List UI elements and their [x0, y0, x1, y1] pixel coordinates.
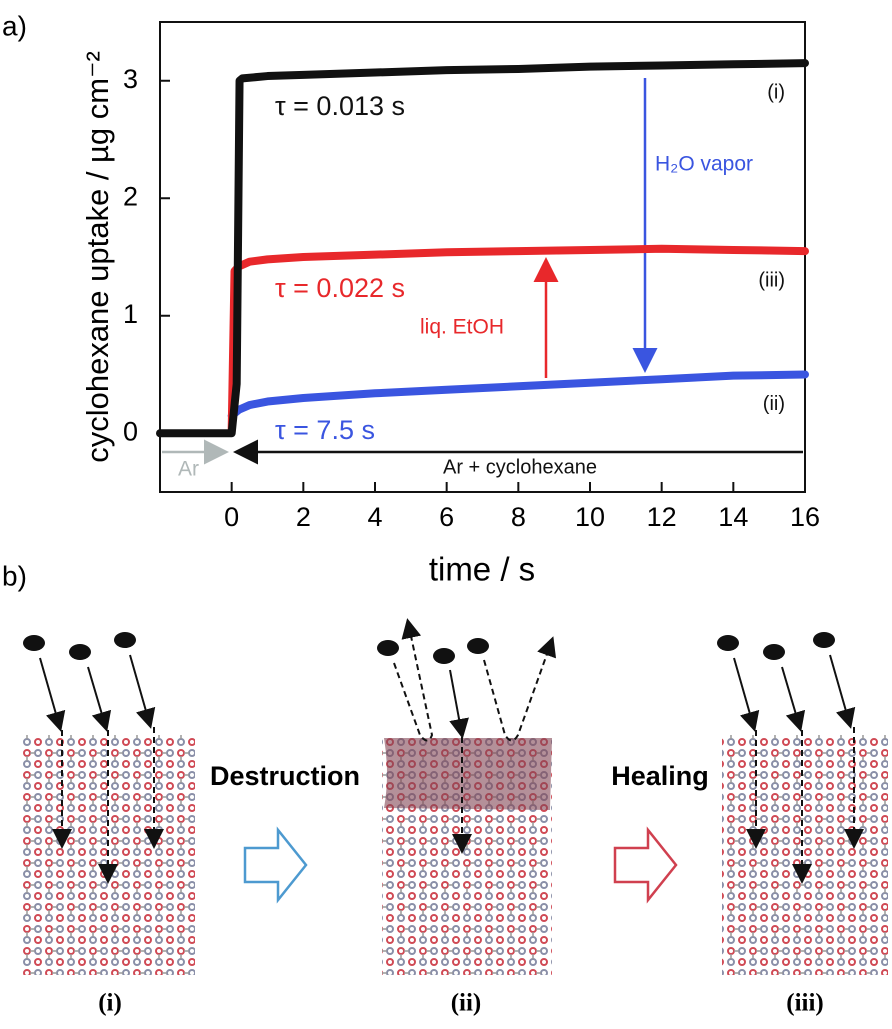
- series-label: (iii): [758, 269, 785, 291]
- series-label: (i): [767, 81, 785, 103]
- block-arrow: [243, 826, 308, 904]
- annotation: τ = 0.022 s: [275, 273, 405, 303]
- annotation: τ = 7.5 s: [275, 415, 375, 445]
- series-label: (ii): [763, 393, 785, 415]
- series-line: [227, 370, 809, 420]
- diagram: b) Destruction Healing (i) (ii) (iii): [2, 560, 888, 1017]
- x-tick-label: 12: [647, 502, 677, 532]
- molecules: [23, 632, 835, 664]
- annotation: H₂O vapor: [655, 153, 753, 176]
- y-tick-label: 0: [123, 416, 138, 446]
- panel-label: b): [2, 560, 27, 591]
- x-tick-label: 4: [367, 502, 382, 532]
- damaged-layer: [384, 738, 552, 810]
- y-tick-label: 3: [123, 64, 138, 94]
- stage-label: (ii): [451, 990, 482, 1017]
- x-tick-label: 8: [511, 502, 526, 532]
- paths: [39, 618, 864, 884]
- stage-label: (i): [98, 990, 122, 1017]
- annotation: liq. EtOH: [420, 316, 504, 339]
- x-axis-label: time / s: [429, 551, 535, 588]
- block-arrow: [613, 826, 678, 904]
- framework: [722, 735, 888, 975]
- x-tick-label: 10: [575, 502, 605, 532]
- x-tick-label: 0: [224, 502, 239, 532]
- x-tick-label: 6: [439, 502, 454, 532]
- series-line: [156, 59, 809, 438]
- y-tick-label: 1: [123, 299, 138, 329]
- x-tick-label: 14: [718, 502, 748, 532]
- y-axis-label: cyclohexane uptake / µg cm⁻²: [80, 51, 115, 463]
- plot-frame: [159, 21, 806, 493]
- stage-label: (iii): [786, 990, 824, 1017]
- annotation: τ = 0.013 s: [275, 91, 405, 121]
- annotation: Ar + cyclohexane: [443, 456, 597, 478]
- x-tick-label: 16: [790, 502, 820, 532]
- x-tick-label: 2: [296, 502, 311, 532]
- step-label: Destruction: [210, 761, 360, 791]
- step-label: Healing: [611, 761, 709, 791]
- plot: a) time / s cyclohexane uptake / µg cm⁻²…: [2, 10, 820, 587]
- panel-label: a): [2, 10, 27, 41]
- annotation: Ar: [178, 458, 199, 481]
- y-tick-label: 2: [123, 181, 138, 211]
